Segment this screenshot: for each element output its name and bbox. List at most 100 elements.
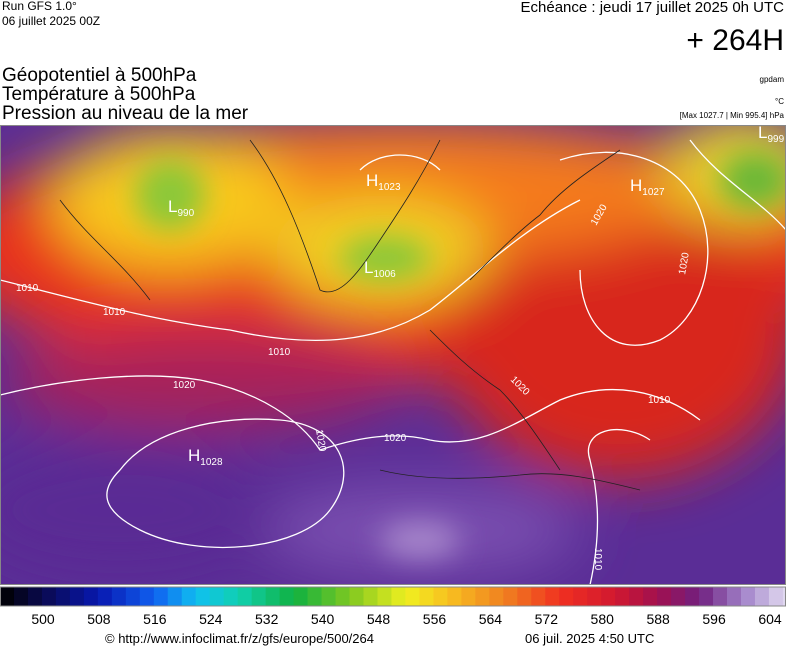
center-type: H xyxy=(630,176,642,195)
colorbar-swatch xyxy=(615,587,630,606)
colorbar-swatch xyxy=(335,587,351,606)
pressure-center: H1027 xyxy=(630,176,665,198)
colorbar-swatch xyxy=(601,587,616,606)
center-value: 1028 xyxy=(200,457,223,468)
colorbar-swatch xyxy=(754,587,770,606)
colorbar-swatch xyxy=(181,587,197,606)
colorbar-swatch xyxy=(531,587,546,606)
colorbar-tick-label: 500 xyxy=(31,611,55,627)
colorbar-swatch xyxy=(545,587,560,606)
colorbar: 500 508 516 524 532 540 548 556 564 572 580 588 596 6… xyxy=(0,586,786,627)
colorbar-tick-label: 564 xyxy=(479,611,503,627)
isobar-label: 1020 xyxy=(677,251,692,275)
colorbar-swatch xyxy=(153,587,169,606)
unit: °C xyxy=(775,97,784,106)
colorbar-swatch xyxy=(587,587,602,606)
unit: gpdam xyxy=(760,75,785,84)
isobar-label: 1020 xyxy=(313,429,328,453)
colorbar-swatch xyxy=(461,587,476,606)
colorbar-swatch xyxy=(195,587,211,606)
colorbar-swatch xyxy=(629,587,644,606)
colorbar-swatch xyxy=(307,587,323,606)
isobars xyxy=(0,139,786,585)
colorbar-swatch xyxy=(643,587,658,606)
colorbar-swatch xyxy=(699,587,714,606)
colorbar-tick-label: 588 xyxy=(646,611,670,627)
colorbar-swatch xyxy=(167,587,183,606)
colorbar-tick-label: 556 xyxy=(423,611,447,627)
source-url: © http://www.infoclimat.fr/z/gfs/europe/… xyxy=(105,631,374,646)
isobar-label: 1010 xyxy=(103,307,126,318)
pressure-center: L999 xyxy=(758,123,785,145)
pressure-center: L1006 xyxy=(364,258,396,280)
colorbar-tick-label: 540 xyxy=(311,611,335,627)
run-label: Run GFS 1.0° xyxy=(2,0,77,13)
colorbar-swatch xyxy=(279,587,295,606)
colorbar-swatch xyxy=(503,587,518,606)
colorbar-swatch xyxy=(391,587,406,606)
colorbar-swatch xyxy=(768,587,784,606)
colorbar-swatch xyxy=(41,587,57,606)
center-value: 999 xyxy=(767,134,784,145)
center-type: L xyxy=(168,197,177,216)
pressure-center: L990 xyxy=(168,197,195,219)
isobar-label: 1010 xyxy=(268,347,291,358)
center-type: H xyxy=(366,171,378,190)
timestamp: 06 juil. 2025 4:50 UTC xyxy=(525,631,654,646)
colorbar-swatch xyxy=(685,587,700,606)
colorbar-swatch xyxy=(349,587,364,606)
coastlines xyxy=(59,139,641,491)
colorbar-swatch xyxy=(489,587,504,606)
colorbar-swatch xyxy=(265,587,281,606)
colorbar-swatch xyxy=(713,587,728,606)
map xyxy=(0,125,786,585)
pressure-center: H1028 xyxy=(188,446,223,468)
colorbar-swatch xyxy=(740,587,756,606)
isobar-label: 1010 xyxy=(592,548,603,571)
valid-time: Echéance : jeudi 17 juillet 2025 0h UTC xyxy=(521,0,785,16)
colorbar-swatch xyxy=(419,587,434,606)
pressure-center: H1023 xyxy=(366,171,401,193)
colorbar-swatch xyxy=(293,587,309,606)
center-value: 1027 xyxy=(642,187,665,198)
isobar-label: 1020 xyxy=(173,380,196,391)
colorbar-swatch xyxy=(782,587,786,606)
colorbar-swatch xyxy=(55,587,71,606)
colorbar-swatch xyxy=(13,587,29,606)
colorbar-tick-label: 580 xyxy=(591,611,615,627)
center-value: 1023 xyxy=(378,182,401,193)
colorbar-swatch xyxy=(517,587,532,606)
colorbar-swatch xyxy=(321,587,337,606)
colorbar-tick-label: 548 xyxy=(367,611,391,627)
colorbar-swatch xyxy=(0,587,15,606)
colorbar-swatch xyxy=(727,587,742,606)
colorbar-swatch xyxy=(237,587,253,606)
colorbar-swatch xyxy=(111,587,127,606)
colorbar-swatch xyxy=(377,587,392,606)
center-value: 1006 xyxy=(373,269,396,280)
unit: [Max 1027.7 | Min 995.4] hPa xyxy=(680,111,785,120)
run-date: 06 juillet 2025 00Z xyxy=(2,14,100,28)
isobar-label: 1020 xyxy=(384,433,407,444)
colorbar-swatch xyxy=(223,587,239,606)
colorbar-swatch xyxy=(363,587,378,606)
colorbar-tick-label: 524 xyxy=(199,611,223,627)
colorbar-swatch xyxy=(97,587,113,606)
colorbar-swatch xyxy=(125,587,141,606)
isobar-label: 1010 xyxy=(648,395,671,406)
colorbar-tick-label: 532 xyxy=(255,611,279,627)
colorbar-swatch xyxy=(83,587,99,606)
legend-title: Température à 500hPa xyxy=(2,84,196,105)
colorbar-tick-label: 516 xyxy=(143,611,167,627)
center-value: 990 xyxy=(177,208,194,219)
colorbar-swatch xyxy=(671,587,686,606)
colorbar-tick-label: 572 xyxy=(535,611,559,627)
legend-title: Pression au niveau de la mer xyxy=(2,103,249,124)
colorbar-swatch xyxy=(573,587,588,606)
center-type: L xyxy=(364,258,373,277)
colorbar-swatch xyxy=(27,587,43,606)
lead-time: + 264H xyxy=(686,24,784,57)
